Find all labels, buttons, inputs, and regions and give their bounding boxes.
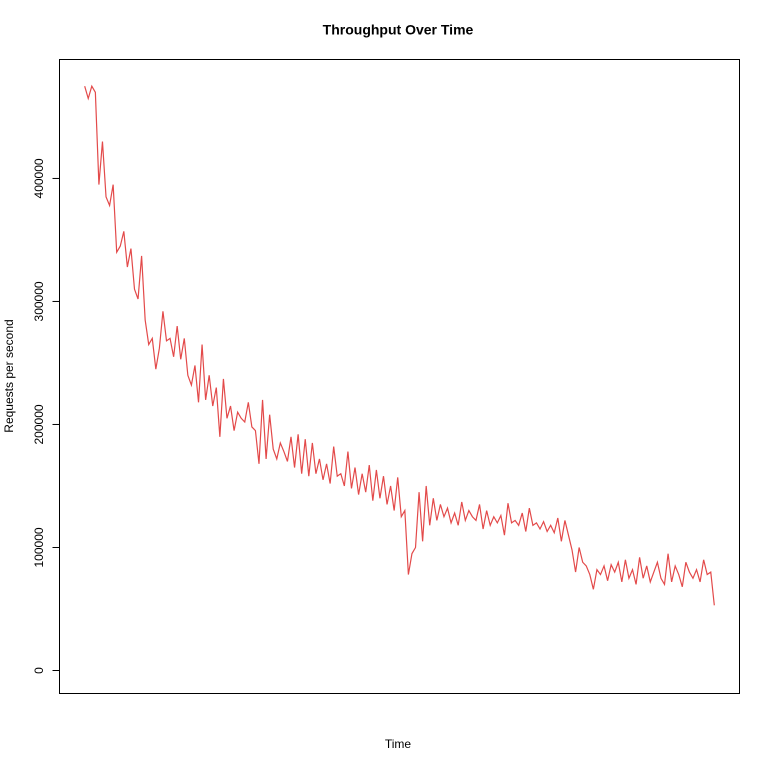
plot-box [59,59,740,694]
y-axis-label: Requests per second [2,319,16,432]
x-axis-label: Time [385,737,412,751]
data-line [84,84,715,606]
chart-title: Throughput Over Time [323,22,474,38]
y-tick-label: 0 [32,667,46,674]
y-tick-label: 300000 [32,281,46,321]
y-tick-label: 200000 [32,404,46,444]
y-tick-label: 100000 [32,527,46,567]
y-tick-label: 400000 [32,158,46,198]
